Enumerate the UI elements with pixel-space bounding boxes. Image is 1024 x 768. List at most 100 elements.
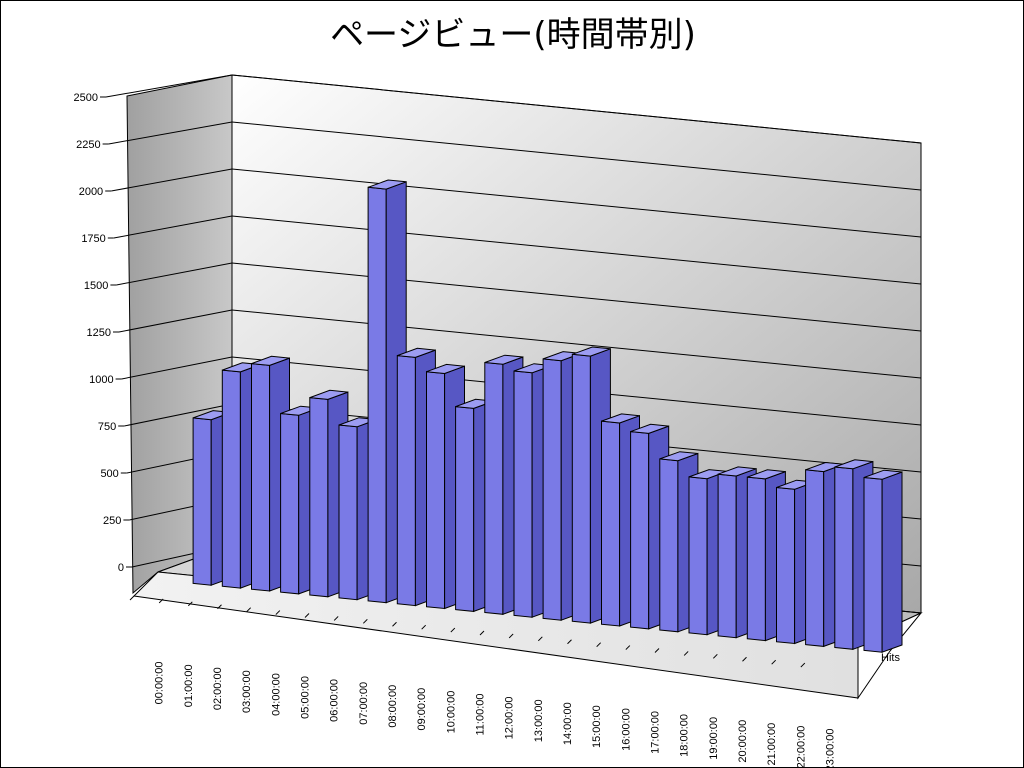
bars <box>192 179 903 653</box>
x-tick-label: 06:00:00 <box>329 679 341 722</box>
bar-top-face <box>572 346 611 357</box>
x-tick-mark <box>450 627 456 633</box>
chart-title: ページビュー(時間帯別) <box>330 15 696 55</box>
x-tick-mark <box>712 653 718 659</box>
x-tick-label: 01:00:00 <box>183 664 195 707</box>
x-tick-mark <box>304 613 310 618</box>
x-tick-mark <box>129 595 135 601</box>
gridline-back <box>231 168 922 238</box>
gridline-back <box>231 121 922 191</box>
bar-front-face <box>630 431 650 630</box>
bar-top-face <box>659 451 699 462</box>
bar-front-face <box>601 420 621 627</box>
x-tick-mark <box>654 648 660 653</box>
gridline-left <box>116 262 233 286</box>
bar-front-face <box>251 363 271 592</box>
bar-top-face <box>251 355 290 366</box>
x-tick-mark <box>683 651 689 656</box>
x-tick-mark <box>567 639 572 645</box>
x-tick-mark <box>362 618 368 624</box>
bar-top-face <box>630 423 669 434</box>
bar-front-face <box>659 458 679 633</box>
x-tick-mark <box>596 642 602 648</box>
bar <box>367 179 407 604</box>
x-tick-label: 12:00:00 <box>504 697 516 740</box>
bar-top-face <box>426 363 465 375</box>
bar-front-face <box>426 371 446 610</box>
x-tick-mark <box>158 598 164 604</box>
bar-front-face <box>571 353 591 624</box>
x-tick-label: 03:00:00 <box>241 670 253 713</box>
x-tick-label: 10:00:00 <box>445 691 457 734</box>
bar-front-face <box>805 469 825 647</box>
bar-front-face <box>834 466 854 650</box>
gridline-left <box>111 168 233 192</box>
x-tick-mark <box>625 645 631 650</box>
x-tick-mark <box>742 656 747 662</box>
gridline-left <box>108 121 233 145</box>
x-tick-mark <box>508 633 514 639</box>
x-tick-label: 14:00:00 <box>562 702 574 745</box>
gridline-back <box>231 215 922 285</box>
bar-front-face <box>717 473 737 639</box>
bar <box>863 469 903 653</box>
x-tick-mark <box>392 621 397 627</box>
bar-top-face <box>601 413 640 424</box>
bar-front-face <box>396 355 416 607</box>
bar-top-face <box>834 459 874 470</box>
y-tick-label: 1000 <box>89 374 113 386</box>
y-tick-label: 2500 <box>74 92 98 104</box>
y-tick-label: 500 <box>100 468 118 480</box>
x-tick-label: 08:00:00 <box>387 685 399 728</box>
x-tick-label: 13:00:00 <box>533 699 545 742</box>
gridline-left <box>105 74 233 98</box>
x-tick-mark <box>800 662 806 668</box>
x-axis-ticks: 00:00:00 01:00:00 02:00:00 03:00:00 04:00:00… <box>129 595 836 768</box>
x-tick-mark <box>333 616 339 621</box>
gridline-back <box>231 74 922 144</box>
y-tick-label: 2000 <box>79 186 103 198</box>
x-tick-label: 00:00:00 <box>154 662 166 705</box>
x-tick-mark <box>246 607 252 613</box>
bar-front-face <box>746 476 766 642</box>
y-axis-ticks: 0 250 500 750 1000 1250 1500 1750 2000 2250 2500 <box>74 92 132 574</box>
y-tick-label: 1250 <box>87 327 111 339</box>
x-tick-label: 17:00:00 <box>649 711 661 754</box>
x-tick-label: 07:00:00 <box>358 682 370 725</box>
x-tick-label: 05:00:00 <box>299 676 311 719</box>
bar-front-face <box>280 412 300 595</box>
gridline-back <box>231 262 922 332</box>
gridline-back <box>231 309 922 379</box>
x-tick-mark <box>217 604 222 610</box>
bar-front-face <box>367 186 387 604</box>
bar-top-face <box>717 466 757 477</box>
gridline-left <box>121 356 233 380</box>
bar-top-face <box>747 469 786 480</box>
bar-front-face <box>863 476 883 653</box>
bar-front-face <box>455 406 475 612</box>
bar-top-face <box>484 354 524 365</box>
bar-front-face <box>542 358 562 621</box>
x-tick-label: 20:00:00 <box>737 720 749 763</box>
x-tick-mark <box>187 601 193 607</box>
bar-top-face <box>397 347 436 358</box>
bar-front-face <box>221 369 241 589</box>
gridline-left <box>113 215 233 239</box>
x-tick-label: 02:00:00 <box>212 667 224 710</box>
x-tick-mark <box>421 624 427 630</box>
x-tick-mark <box>479 630 485 636</box>
x-tick-label: 04:00:00 <box>270 673 282 716</box>
bar-front-face <box>688 476 708 636</box>
bar-front-face <box>309 397 329 598</box>
bar-front-face <box>338 424 358 601</box>
gridline-left <box>118 309 233 333</box>
bar-top-face <box>367 179 407 190</box>
y-tick-label: 2250 <box>76 139 100 151</box>
x-tick-label: 09:00:00 <box>416 688 428 731</box>
y-tick-label: 250 <box>103 515 121 527</box>
x-tick-label: 19:00:00 <box>708 717 720 760</box>
y-tick-label: 0 <box>118 562 124 574</box>
bar-front-face <box>776 486 796 645</box>
x-tick-mark <box>275 610 281 615</box>
x-tick-label: 16:00:00 <box>620 708 632 751</box>
